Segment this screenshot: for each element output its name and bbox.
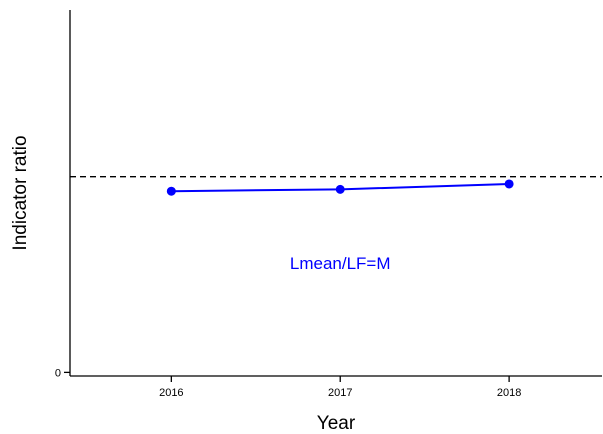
annotation-label: Lmean/LF=M <box>290 254 391 273</box>
x-tick-label: 2017 <box>328 387 352 399</box>
y-axis: 0 Indicator ratio <box>10 10 71 379</box>
y-axis-title: Indicator ratio <box>10 135 31 250</box>
data-point <box>504 179 514 189</box>
series-layer <box>166 179 514 196</box>
x-axis-title: Year <box>317 413 356 434</box>
data-point <box>335 184 345 194</box>
x-tick-label: 2016 <box>159 387 183 399</box>
x-tick-label: 2018 <box>497 387 521 399</box>
y-tick-label: 0 <box>55 367 61 379</box>
data-point <box>166 186 176 196</box>
x-axis: 2016 2017 2018 Year <box>70 375 602 434</box>
